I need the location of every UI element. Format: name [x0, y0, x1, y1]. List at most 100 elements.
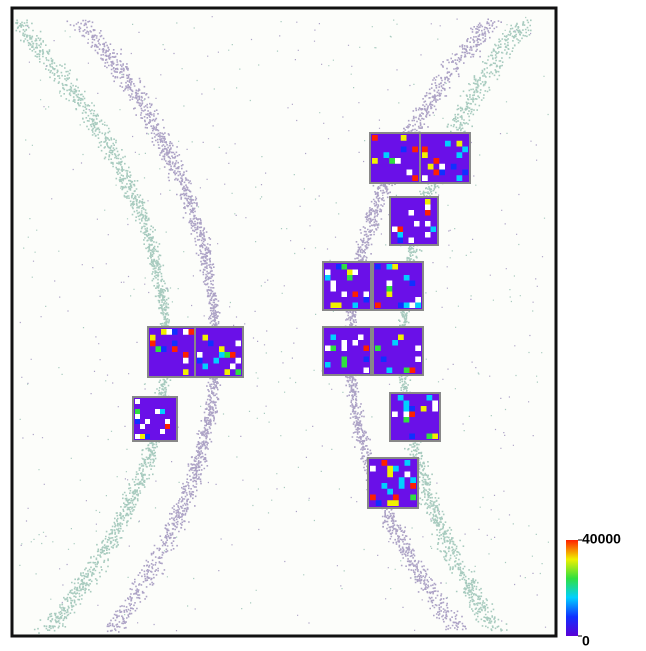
thumbnail-cell — [403, 406, 410, 412]
thumbnail-cell — [375, 345, 381, 351]
colorbar-tick-label: 0 — [582, 633, 590, 649]
thumbnail-cell — [202, 363, 208, 370]
thumbnail-cell — [420, 406, 427, 412]
thumbnail-cell — [135, 399, 140, 404]
thumbnail-cell — [183, 352, 189, 358]
thumbnail-cell — [427, 163, 434, 170]
thumbnail-cell — [363, 356, 369, 362]
colorbar — [566, 540, 578, 636]
thumbnail-cell — [383, 152, 390, 158]
thumbnail-cell — [410, 483, 416, 489]
thumbnail-cell — [358, 334, 364, 340]
thumbnail-cell — [387, 488, 393, 495]
thumbnail-cell — [372, 158, 378, 164]
thumbnail-cell — [213, 357, 219, 364]
thumbnail-cell — [363, 291, 369, 297]
thumbnail-cell — [403, 275, 410, 281]
thumbnail-cell — [412, 146, 418, 153]
thumbnail-cell — [224, 352, 230, 358]
thumbnail-cell — [235, 357, 241, 364]
thumbnail-cell — [410, 494, 416, 501]
thumbnail-cell — [347, 269, 353, 275]
thumbnail-cell — [392, 226, 398, 232]
thumbnail-cell — [392, 411, 398, 417]
thumbnail-cell — [403, 417, 410, 423]
thumbnail — [389, 392, 441, 442]
thumbnail-cell — [341, 356, 347, 362]
thumbnail-cell — [330, 334, 336, 340]
thumbnail-cell — [386, 291, 393, 297]
thumbnail-cell — [145, 434, 150, 439]
thumbnail-cell — [403, 367, 410, 373]
thumbnail-cell — [219, 352, 225, 358]
thumbnail-cell — [392, 340, 398, 346]
thumbnail-cell — [363, 345, 369, 351]
thumbnail-cell — [409, 367, 416, 373]
thumbnail-cell — [462, 169, 468, 176]
thumbnail-cell — [425, 221, 431, 227]
thumbnail-cell — [409, 302, 416, 308]
thumbnail-cell — [135, 434, 140, 439]
thumbnail-cell — [341, 362, 347, 368]
thumbnail-cell — [330, 302, 336, 308]
thumbnail-cell — [397, 232, 403, 238]
thumbnail-cell — [408, 237, 414, 243]
thumbnail-cell — [197, 352, 203, 358]
thumbnail-cell — [409, 433, 415, 439]
thumbnail-cell — [363, 367, 369, 373]
thumbnail-cell — [432, 433, 438, 439]
thumbnail-cell — [425, 210, 431, 216]
thumbnail-cell — [235, 369, 241, 375]
thumbnail-cell — [224, 369, 230, 375]
thumbnail-cell — [425, 232, 431, 238]
thumbnail-cell — [406, 169, 413, 176]
thumbnail-cell — [397, 237, 403, 243]
thumbnail-cell — [386, 286, 393, 292]
thumbnail-cell — [432, 406, 438, 412]
thumbnail-cell — [135, 419, 140, 424]
thumbnail-cell — [208, 340, 214, 347]
thumbnail-cell — [403, 302, 410, 308]
thumbnail-cell — [330, 286, 336, 292]
thumbnail-cell — [462, 146, 468, 153]
thumbnail-cell — [341, 291, 347, 297]
thumbnail-cell — [433, 169, 440, 176]
thumbnail-cell — [370, 494, 376, 501]
thumbnail-cell — [387, 465, 393, 472]
thumbnail-cell — [397, 226, 403, 232]
thumbnail-cell — [150, 334, 156, 341]
thumbnail-cell — [160, 429, 165, 434]
thumbnail-cell — [381, 460, 388, 466]
thumbnail-cell — [341, 340, 347, 346]
thumbnail-cell — [398, 302, 404, 308]
thumbnail-cell — [426, 433, 433, 439]
thumbnail-cell — [230, 352, 236, 358]
thumbnail-cell — [415, 302, 421, 308]
thumbnail-cell — [386, 367, 393, 373]
thumbnail-cell — [330, 345, 336, 351]
thumbnail-cell — [387, 471, 393, 478]
thumbnails — [132, 132, 471, 509]
thumbnail-cell — [392, 264, 398, 270]
thumbnail-cell — [166, 329, 172, 335]
thumbnail-cell — [381, 483, 388, 489]
thumbnail-cell — [400, 135, 407, 141]
colorbar-tick-label: 40000 — [582, 531, 621, 547]
thumbnail-cell — [404, 471, 411, 478]
thumbnail-cell — [172, 329, 178, 335]
thumbnail-cell — [161, 346, 167, 352]
thumbnail-cell — [430, 226, 436, 232]
thumbnail-cell — [336, 302, 342, 308]
thumbnail-cell — [219, 346, 225, 352]
thumbnail-cell — [456, 152, 463, 158]
thumbnail-cell — [422, 152, 428, 158]
thumbnail-cell — [398, 477, 405, 483]
thumbnail-cell — [410, 477, 416, 483]
thumbnail-cell — [456, 175, 463, 181]
thumbnail-cell — [135, 414, 140, 419]
thumbnail-cell — [155, 409, 160, 414]
thumbnail-cell — [172, 340, 178, 347]
thumbnail-cell — [161, 329, 167, 335]
thumbnail-cell — [325, 275, 331, 281]
